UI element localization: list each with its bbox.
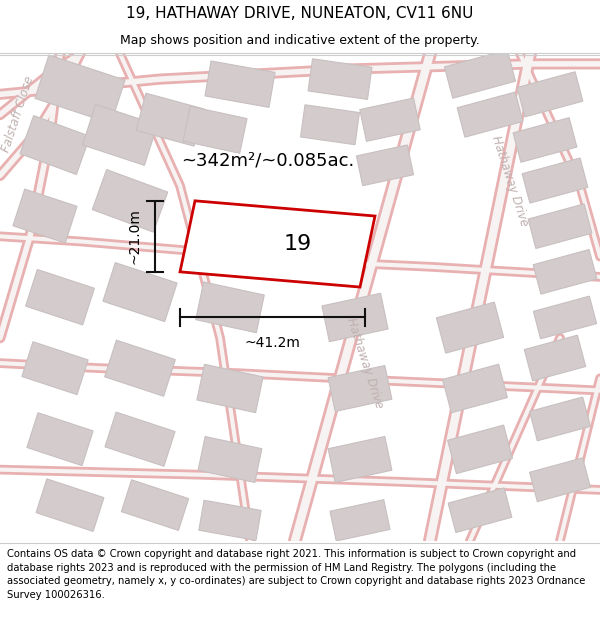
- Polygon shape: [448, 488, 512, 532]
- Polygon shape: [36, 479, 104, 531]
- Polygon shape: [13, 189, 77, 243]
- Polygon shape: [445, 50, 515, 98]
- Polygon shape: [360, 98, 420, 141]
- Polygon shape: [328, 366, 392, 411]
- Polygon shape: [530, 458, 590, 502]
- Polygon shape: [308, 59, 372, 99]
- Text: Map shows position and indicative extent of the property.: Map shows position and indicative extent…: [120, 34, 480, 47]
- Text: Hathaway Drive: Hathaway Drive: [489, 134, 531, 228]
- Polygon shape: [322, 293, 388, 342]
- Text: ~41.2m: ~41.2m: [245, 336, 301, 350]
- Polygon shape: [196, 282, 264, 332]
- Polygon shape: [183, 106, 247, 153]
- Polygon shape: [198, 436, 262, 482]
- Polygon shape: [104, 340, 175, 396]
- Polygon shape: [533, 296, 596, 339]
- Polygon shape: [356, 145, 413, 186]
- Polygon shape: [301, 105, 359, 145]
- Text: ~342m²/~0.085ac.: ~342m²/~0.085ac.: [181, 151, 354, 169]
- Polygon shape: [136, 93, 204, 146]
- Polygon shape: [103, 262, 177, 322]
- Polygon shape: [524, 335, 586, 381]
- Polygon shape: [180, 201, 375, 287]
- Polygon shape: [22, 342, 88, 394]
- Polygon shape: [92, 169, 168, 232]
- Text: 19, HATHAWAY DRIVE, NUNEATON, CV11 6NU: 19, HATHAWAY DRIVE, NUNEATON, CV11 6NU: [127, 6, 473, 21]
- Polygon shape: [328, 436, 392, 482]
- Polygon shape: [27, 412, 93, 466]
- Text: Falstaff Close: Falstaff Close: [0, 75, 37, 154]
- Text: Hathaway Drive: Hathaway Drive: [344, 316, 386, 410]
- Polygon shape: [448, 425, 512, 474]
- Polygon shape: [436, 302, 503, 353]
- Text: ~21.0m: ~21.0m: [127, 208, 141, 264]
- Polygon shape: [530, 397, 590, 441]
- Text: Contains OS data © Crown copyright and database right 2021. This information is : Contains OS data © Crown copyright and d…: [7, 549, 586, 600]
- Polygon shape: [83, 104, 157, 166]
- Polygon shape: [522, 158, 588, 203]
- Polygon shape: [443, 364, 508, 413]
- Polygon shape: [528, 204, 592, 249]
- Polygon shape: [35, 55, 125, 124]
- Polygon shape: [20, 116, 90, 174]
- Polygon shape: [197, 364, 263, 413]
- Polygon shape: [121, 480, 188, 531]
- Polygon shape: [205, 61, 275, 107]
- Polygon shape: [513, 118, 577, 162]
- Polygon shape: [199, 500, 261, 541]
- Polygon shape: [457, 92, 523, 137]
- Polygon shape: [533, 249, 597, 294]
- Text: 19: 19: [283, 234, 311, 254]
- Polygon shape: [330, 499, 390, 541]
- Polygon shape: [517, 72, 583, 117]
- Polygon shape: [105, 412, 175, 466]
- Polygon shape: [26, 269, 94, 325]
